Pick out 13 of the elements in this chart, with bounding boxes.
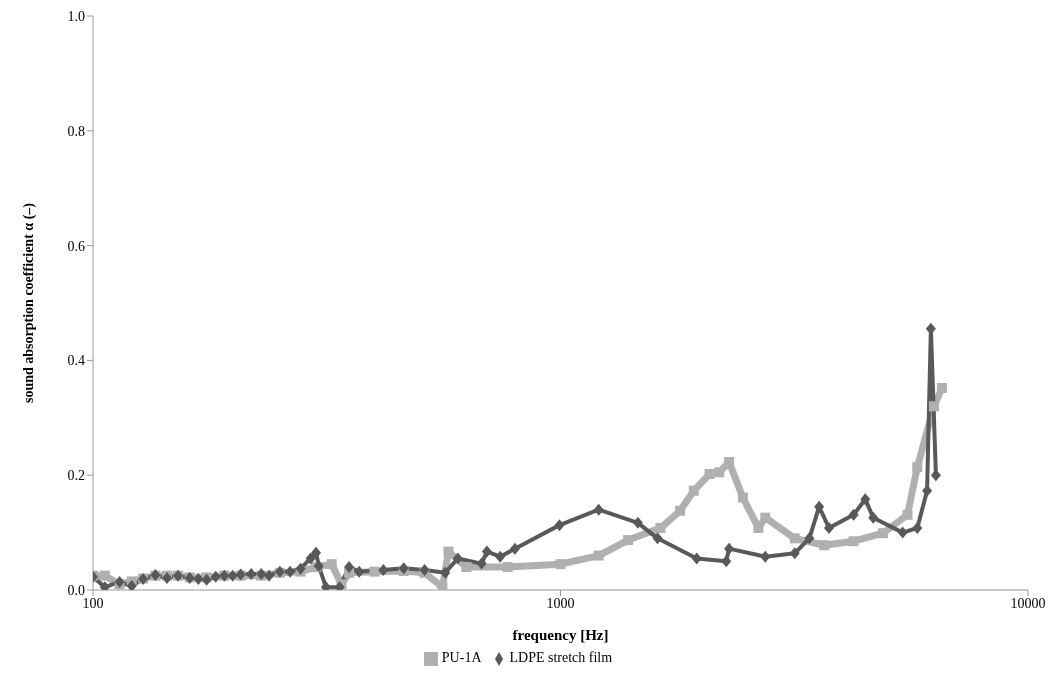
legend-label: LDPE stretch film: [509, 650, 613, 665]
x-tick-label: 100: [82, 595, 104, 611]
y-tick-label: 1.0: [67, 8, 85, 24]
x-axis-title: frequency [Hz]: [512, 627, 609, 643]
y-tick-label: 0.2: [67, 468, 85, 484]
y-tick-label: 0.6: [67, 238, 85, 254]
legend-label: PU-1A: [441, 650, 482, 665]
x-tick-label: 10000: [1010, 595, 1046, 611]
y-tick-label: 0.0: [67, 582, 85, 598]
y-tick-label: 0.8: [67, 123, 85, 139]
y-tick-label: 0.4: [67, 353, 85, 369]
y-axis-title: sound absorption coefficient α (–): [20, 202, 37, 403]
x-tick-label: 1000: [546, 595, 575, 611]
